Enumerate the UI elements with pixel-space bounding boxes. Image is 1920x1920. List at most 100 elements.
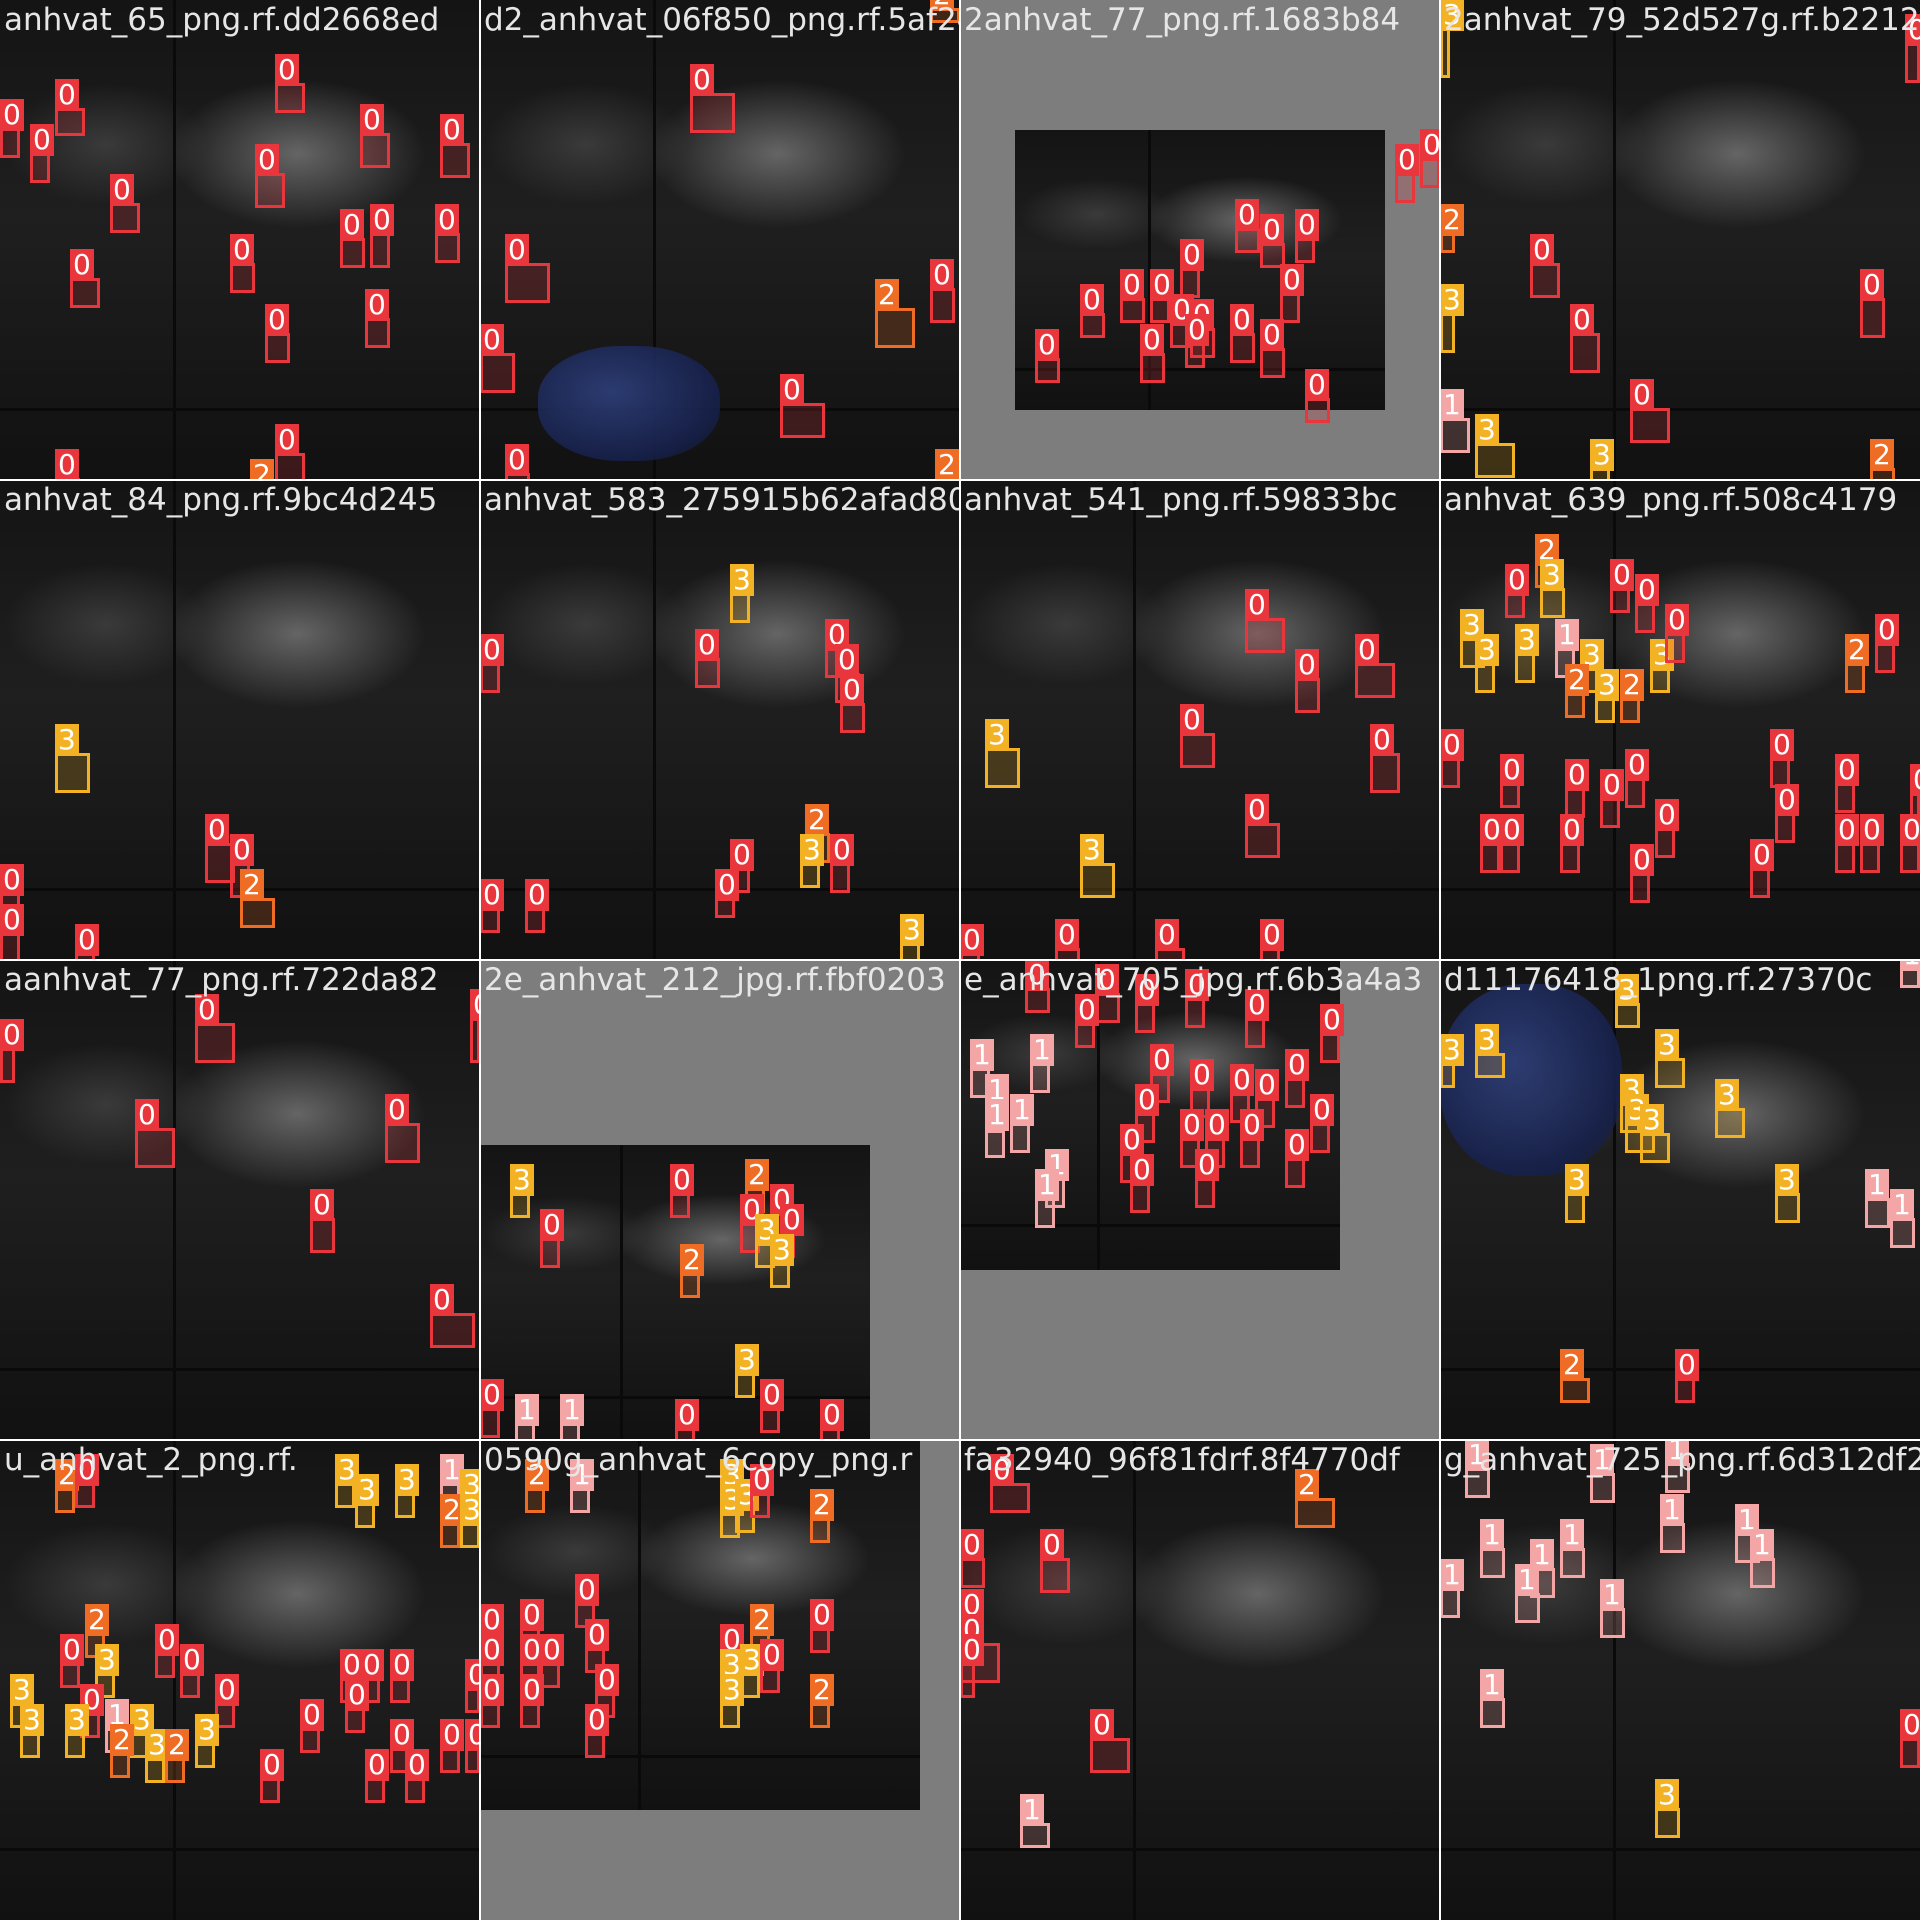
detection-box: 0: [695, 629, 720, 688]
detection-box: 2: [525, 1459, 549, 1513]
class-label: 0: [520, 1674, 544, 1706]
class-label: 0: [1305, 369, 1329, 401]
class-label: 0: [825, 619, 849, 651]
class-label: 0: [465, 1659, 480, 1691]
image-tile: 333333333311201d11176418_1png.rf.27370c: [1440, 960, 1920, 1440]
class-label: 1: [1560, 1519, 1584, 1551]
class-label: 0: [830, 834, 854, 866]
class-label: 3: [1640, 1104, 1664, 1136]
tile-filename: aanhvat_77_png.rf.722da82: [4, 962, 439, 998]
class-label: 1: [1660, 1494, 1684, 1526]
detection-box: 0: [0, 1019, 24, 1083]
class-label: 0: [720, 1624, 744, 1656]
detection-box: 0: [1260, 214, 1285, 268]
detection-box: 0: [960, 1634, 984, 1698]
tile-filename: 2anhvat_79_52d527g.rf.b22120: [1444, 2, 1920, 38]
detection-box: 0: [1140, 324, 1165, 383]
detection-box: 0: [1245, 989, 1269, 1048]
class-label: 3: [1460, 609, 1484, 641]
class-label: 1: [1900, 960, 1920, 971]
class-label: 0: [1245, 794, 1269, 826]
class-label: 2: [440, 1494, 464, 1526]
class-label: 0: [440, 114, 464, 146]
class-label: 0: [1035, 329, 1059, 361]
class-label: 0: [275, 54, 299, 86]
class-label: 1: [1555, 619, 1579, 651]
detection-box: 0: [230, 234, 255, 293]
class-label: 3: [1540, 559, 1564, 591]
detection-box: 1: [1440, 389, 1470, 453]
image-tile: 20300333132323020000000000000000000anhva…: [1440, 480, 1920, 960]
class-label: 0: [1480, 814, 1504, 846]
tile-filename: anhvat_639_png.rf.508c4179: [1444, 482, 1898, 518]
detection-box: 0: [1420, 129, 1440, 188]
class-label: 0: [435, 204, 459, 236]
detection-box: 0: [390, 1649, 414, 1703]
detection-box: 0: [1295, 209, 1319, 263]
class-label: 3: [1440, 284, 1464, 316]
image-tile: 0000000aanhvat_77_png.rf.722da82: [0, 960, 480, 1440]
detection-box: 0: [1260, 919, 1284, 960]
detection-box: 3: [460, 1494, 480, 1548]
class-label: 2: [250, 459, 274, 480]
class-label: 0: [110, 174, 134, 206]
class-label: 1: [1440, 389, 1464, 421]
detection-box: 0: [1770, 729, 1794, 788]
panel-seam: [172, 0, 176, 480]
class-label: 1: [1865, 1169, 1889, 1201]
class-label: 0: [230, 834, 254, 866]
class-label: 0: [1900, 1709, 1920, 1741]
tile-filename: anhvat_65_png.rf.dd2668ed: [4, 2, 440, 38]
detection-box: 2: [1295, 1469, 1335, 1528]
class-label: 2: [110, 1724, 134, 1756]
detection-box: 1: [1665, 1440, 1690, 1493]
class-label: 0: [1180, 239, 1204, 271]
class-label: 1: [1480, 1519, 1504, 1551]
detection-box: 1: [1010, 1094, 1034, 1153]
detection-box: 3: [1515, 624, 1539, 683]
class-label: 0: [1185, 314, 1209, 346]
class-label: 0: [1625, 749, 1649, 781]
detection-box: 0: [75, 1454, 99, 1508]
class-label: 0: [1570, 304, 1594, 336]
class-label: 0: [1180, 704, 1204, 736]
detection-box: 3: [195, 1714, 219, 1768]
detection-box: 0: [60, 1634, 84, 1688]
detection-box: 3: [1615, 974, 1640, 1028]
class-label: 3: [1655, 1029, 1679, 1061]
detection-box: 3: [730, 564, 754, 623]
class-label: 2: [1565, 664, 1589, 696]
class-label: 0: [390, 1649, 414, 1681]
detection-box: 0: [1370, 724, 1400, 793]
class-label: 0: [1910, 764, 1920, 796]
tile-filename: 2anhvat_77_png.rf.1683b84: [964, 2, 1401, 38]
class-label: 0: [540, 1634, 564, 1666]
detection-box: 0: [1080, 284, 1105, 338]
panel-seam: [480, 1395, 870, 1399]
tile-filename: g_anhvat_725_png.rf.6d312df2: [1444, 1442, 1920, 1478]
detection-box: 2: [1620, 669, 1644, 723]
image-tile: 2 0 3 3 3 1 3 2 3 2 0 3 0 0 0 3 0 3 3 1 3 2 3 2 3 0 0 0 0 0 0 0 0 0 0 0 0 u_a…: [0, 1440, 480, 1920]
class-label: 0: [385, 1094, 409, 1126]
detection-box: 3: [1565, 1164, 1589, 1223]
class-label: 0: [75, 924, 99, 956]
class-label: 0: [1180, 1109, 1204, 1141]
detection-box: 3: [1655, 1029, 1685, 1088]
class-label: 0: [1770, 729, 1794, 761]
class-label: 3: [335, 1454, 359, 1486]
class-label: 1: [570, 1459, 594, 1491]
detection-box: 0: [300, 1699, 324, 1753]
class-label: 3: [730, 564, 754, 596]
class-label: 2: [1560, 1349, 1584, 1381]
class-label: 0: [340, 209, 364, 241]
detection-box: 0: [1440, 729, 1464, 788]
class-label: 0: [1260, 214, 1284, 246]
panel-seam: [1096, 960, 1100, 1270]
class-label: 2: [240, 869, 264, 901]
class-label: 0: [1295, 209, 1319, 241]
class-label: 3: [145, 1729, 169, 1761]
class-label: 0: [300, 1699, 324, 1731]
class-label: 0: [1285, 1129, 1309, 1161]
class-label: 0: [70, 249, 94, 281]
